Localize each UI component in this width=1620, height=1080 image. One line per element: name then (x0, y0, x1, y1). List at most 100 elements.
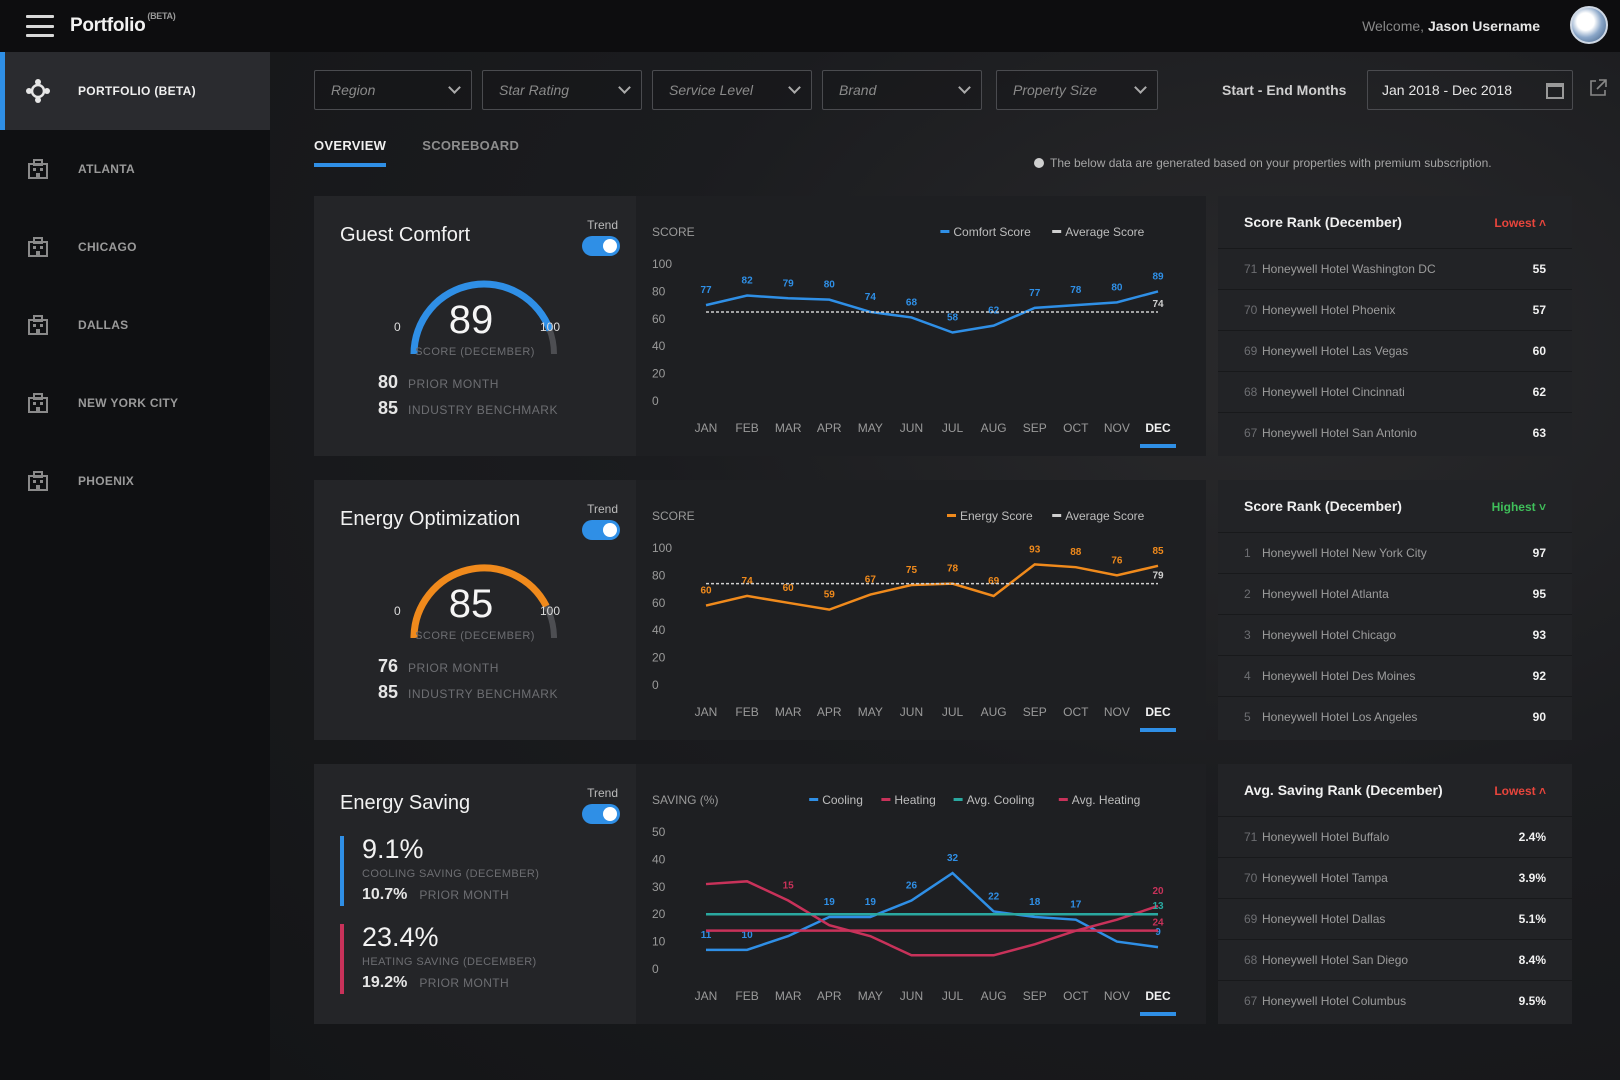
building-icon (24, 157, 52, 181)
data-label: 78 (947, 564, 959, 575)
rank-sort-toggle[interactable]: Lowest ˄ (1494, 784, 1546, 798)
list-item[interactable]: 67 Honeywell Hotel Columbus 9.5% (1218, 980, 1572, 1021)
avatar[interactable] (1570, 6, 1608, 44)
rank-sort-toggle[interactable]: Lowest ˄ (1494, 216, 1546, 230)
sidebar-item-atlanta[interactable]: ATLANTA (0, 130, 270, 208)
sidebar-item-portfolio-beta[interactable]: PORTFOLIO (BETA) (0, 52, 270, 130)
data-label: 20 (1152, 886, 1164, 897)
y-tick-label: 80 (652, 284, 666, 298)
trend-toggle[interactable] (582, 236, 620, 256)
y-axis-label: SCORE (652, 509, 695, 523)
x-tick-label: JUN (900, 989, 923, 1003)
list-item[interactable]: 69 Honeywell Hotel Las Vegas 60 (1218, 330, 1572, 371)
y-tick-label: 0 (652, 394, 659, 408)
x-tick-label: OCT (1063, 421, 1089, 435)
prior-month-label: PRIOR MONTH (408, 661, 499, 675)
rank-list: 71 Honeywell Hotel Buffalo 2.4% 70 Honeywell… (1218, 816, 1572, 1021)
trend-label: Trend (587, 218, 618, 232)
rank-num: 4 (1244, 669, 1251, 683)
property-size-dropdown[interactable]: Property Size (996, 70, 1158, 110)
region-dropdown[interactable]: Region (314, 70, 472, 110)
data-label: 19 (824, 897, 836, 908)
data-label: 80 (1111, 282, 1123, 293)
list-item[interactable]: 68 Honeywell Hotel San Diego 8.4% (1218, 939, 1572, 980)
rank-list: 1 Honeywell Hotel New York City 97 2 Honeywe… (1218, 532, 1572, 737)
legend-swatch (809, 798, 819, 801)
list-item[interactable]: 70 Honeywell Hotel Tampa 3.9% (1218, 857, 1572, 898)
guest-comfort-card: Guest Comfort Trend 89 0 100 SCORE (DECE… (314, 196, 636, 456)
data-label: 77 (700, 285, 712, 296)
date-range-picker[interactable]: Jan 2018 - Dec 2018 (1367, 70, 1573, 110)
y-tick-label: 40 (652, 339, 666, 353)
list-item[interactable]: 69 Honeywell Hotel Dallas 5.1% (1218, 898, 1572, 939)
rank-name: Honeywell Hotel Buffalo (1262, 830, 1390, 844)
list-item[interactable]: 1 Honeywell Hotel New York City 97 (1218, 532, 1572, 573)
calendar-icon[interactable] (1546, 83, 1564, 99)
heating-saving-caption: HEATING SAVING (DECEMBER) (362, 956, 537, 968)
trend-toggle[interactable] (582, 804, 620, 824)
list-item[interactable]: 68 Honeywell Hotel Cincinnati 62 (1218, 371, 1572, 412)
gauge-max: 100 (540, 604, 561, 618)
trend-toggle[interactable] (582, 520, 620, 540)
rank-value: 60 (1532, 344, 1546, 358)
data-label: 74 (1152, 299, 1164, 310)
building-icon (24, 391, 52, 415)
list-item[interactable]: 70 Honeywell Hotel Phoenix 57 (1218, 289, 1572, 330)
card-title: Energy Saving (340, 792, 471, 814)
list-item[interactable]: 2 Honeywell Hotel Atlanta 95 (1218, 573, 1572, 614)
y-tick-label: 100 (652, 257, 672, 271)
sidebar-item-new-york-city[interactable]: NEW YORK CITY (0, 364, 270, 442)
tab-overview[interactable]: OVERVIEW (314, 138, 387, 167)
rank-sort-toggle[interactable]: Highest ˅ (1492, 500, 1546, 514)
sidebar-item-phoenix[interactable]: PHOENIX (0, 442, 270, 520)
heating-saving-value: 23.4% (362, 922, 439, 952)
service-level-dropdown[interactable]: Service Level (652, 70, 812, 110)
rank-value: 2.4% (1518, 830, 1546, 844)
data-label: 11 (701, 930, 712, 941)
brand-dropdown[interactable]: Brand (822, 70, 982, 110)
gauge-max: 100 (540, 320, 561, 334)
data-label: 74 (742, 576, 754, 587)
rank-num: 68 (1244, 953, 1258, 967)
date-range-value: Jan 2018 - Dec 2018 (1382, 82, 1512, 98)
rank-value: 92 (1532, 669, 1546, 683)
score-gauge (410, 564, 557, 639)
list-item[interactable]: 71 Honeywell Hotel Buffalo 2.4% (1218, 816, 1572, 857)
tab-scoreboard[interactable]: SCOREBOARD (422, 138, 520, 153)
data-label: 74 (865, 292, 877, 303)
list-item[interactable]: 67 Honeywell Hotel San Antonio 63 (1218, 412, 1572, 453)
gauge-min: 0 (394, 320, 401, 334)
rank-value: 62 (1532, 385, 1546, 399)
rank-value: 93 (1532, 628, 1546, 642)
sidebar-item-label: ATLANTA (78, 162, 135, 176)
benchmark-label: INDUSTRY BENCHMARK (408, 403, 558, 417)
list-item[interactable]: 5 Honeywell Hotel Los Angeles 90 (1218, 696, 1572, 737)
x-tick-label: NOV (1104, 705, 1130, 719)
list-item[interactable]: 3 Honeywell Hotel Chicago 93 (1218, 614, 1572, 655)
x-tick-label: SEP (1023, 421, 1047, 435)
menu-icon[interactable] (26, 15, 54, 37)
data-label: 79 (1152, 571, 1164, 582)
data-label: 75 (906, 565, 918, 576)
list-item[interactable]: 71 Honeywell Hotel Washington DC 55 (1218, 248, 1572, 289)
x-tick-label: JUN (900, 705, 923, 719)
x-tick-label: JUN (900, 421, 923, 435)
sidebar: PORTFOLIO (BETA) ATLANTA CHICAGO DALLAS NEW … (0, 52, 270, 1080)
list-item[interactable]: 4 Honeywell Hotel Des Moines 92 (1218, 655, 1572, 696)
prior-month-stat: 80 PRIOR MONTH (378, 372, 499, 393)
cooling-prior-value: 10.7% (362, 886, 408, 903)
data-label: 9 (1155, 927, 1161, 938)
saving-chart-card: SAVING (%) 0 10 20 30 40 50 JAN FEB MAR APR MAY JUN J… (636, 764, 1206, 1024)
star-rating-dropdown[interactable]: Star Rating (482, 70, 642, 110)
export-icon[interactable] (1588, 78, 1608, 98)
brand-label: Brand (839, 82, 877, 98)
gauge-value: 89 (448, 298, 494, 342)
toggle-knob (603, 239, 617, 253)
x-tick-label: APR (817, 705, 842, 719)
legend-label: Energy Score (960, 509, 1033, 523)
legend-label: Average Score (1065, 225, 1144, 239)
y-tick-label: 0 (652, 678, 659, 692)
sidebar-item-chicago[interactable]: CHICAGO (0, 208, 270, 286)
sidebar-item-dallas[interactable]: DALLAS (0, 286, 270, 364)
data-label: 78 (1070, 285, 1082, 296)
